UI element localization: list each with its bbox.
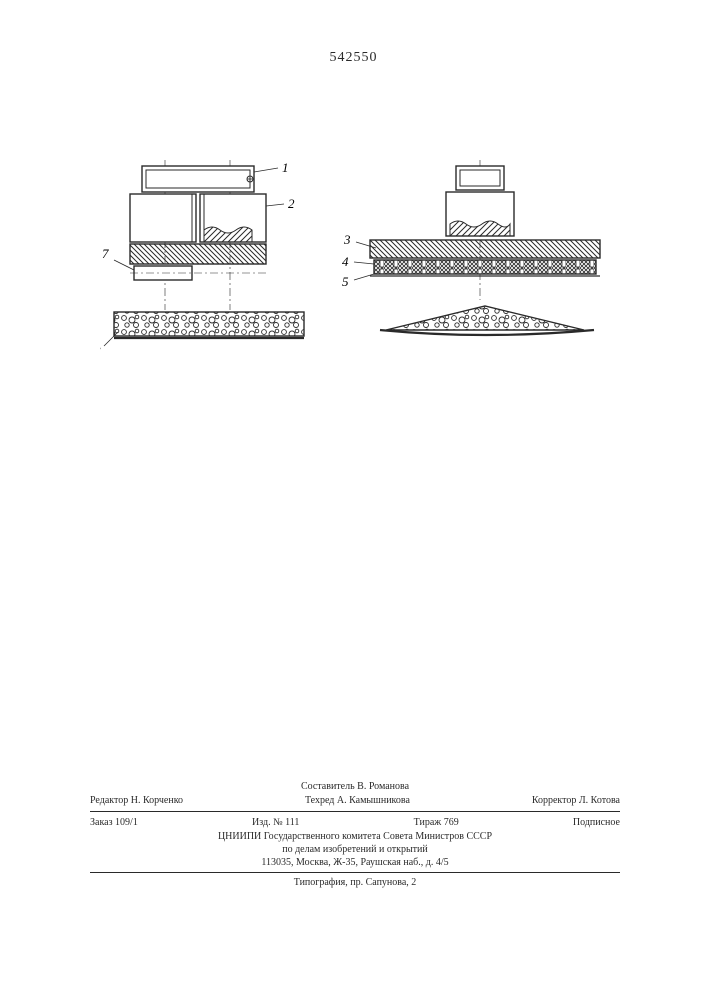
- patent-number: 542550: [0, 50, 707, 66]
- tirazh-num: 769: [444, 817, 459, 828]
- right-assembly: 3 4 5: [342, 160, 600, 335]
- order-num: 109/1: [115, 817, 138, 828]
- org-line-3: 113035, Москва, Ж-35, Раушская наб., д. …: [90, 856, 620, 869]
- label-2: 2: [288, 196, 295, 211]
- org-line-1: ЦНИИПИ Государственного комитета Совета …: [90, 830, 620, 843]
- order-label: Заказ: [90, 817, 113, 828]
- left-assembly: 1 2 7 6: [100, 160, 304, 359]
- izd-label: Изд. №: [252, 817, 283, 828]
- technical-figure: 1 2 7 6: [100, 160, 620, 400]
- composer-label: Составитель: [301, 781, 355, 792]
- label-4: 4: [342, 254, 349, 269]
- editor-label: Редактор: [90, 795, 128, 806]
- podpisnoe: Подписное: [573, 816, 620, 829]
- page: 542550: [0, 0, 707, 1000]
- izd-num: 111: [285, 817, 299, 828]
- typography-line: Типография, пр. Сапунова, 2: [90, 876, 620, 889]
- composer-name: В. Романова: [357, 781, 409, 792]
- corrector-label: Корректор: [532, 795, 577, 806]
- techred-label: Техред: [305, 795, 334, 806]
- editor-name: Н. Корченко: [131, 795, 183, 806]
- org-line-2: по делам изобретений и открытий: [90, 843, 620, 856]
- tirazh-label: Тираж: [414, 817, 442, 828]
- corrector-name: Л. Котова: [579, 795, 620, 806]
- techred-name: А. Камышникова: [337, 795, 410, 806]
- label-6: 6: [100, 344, 101, 359]
- label-1: 1: [282, 160, 289, 175]
- footer-block: Составитель В. Романова Редактор Н. Корч…: [90, 780, 620, 889]
- label-7: 7: [102, 246, 109, 261]
- label-3: 3: [343, 232, 351, 247]
- label-5: 5: [342, 274, 349, 289]
